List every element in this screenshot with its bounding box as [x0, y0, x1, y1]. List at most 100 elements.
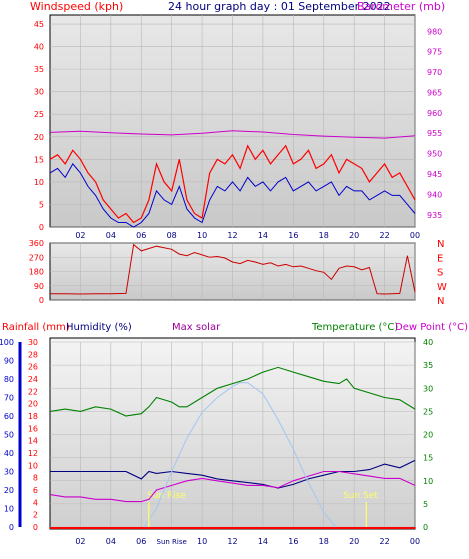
baro-y-tick: 945	[427, 170, 442, 179]
temp-x-tick: 00	[410, 537, 420, 546]
rain-y-tick: 12	[28, 449, 38, 458]
wind-y-tick: 15	[34, 155, 44, 164]
sunrise-label: Sun Rise	[147, 491, 186, 501]
wind-series-line	[49, 144, 416, 224]
baro-y-tick: 980	[427, 27, 442, 36]
dir-y-tick: 0	[39, 296, 44, 305]
temp-y-tick: 40	[423, 338, 433, 347]
legend-rainfall: Rainfall (mm)	[2, 322, 70, 333]
baro-y-tick: 955	[427, 129, 442, 138]
humidity-y-tick: 70	[4, 394, 14, 403]
temp-x-tick: 10	[197, 537, 207, 546]
wind-y-tick: 25	[34, 110, 44, 119]
rain-y-tick: 26	[28, 363, 38, 372]
rain-y-tick: 0	[33, 523, 38, 532]
baro-y-tick: 950	[427, 150, 442, 159]
rain-y-tick: 14	[28, 437, 38, 446]
temp-y-tick: 20	[423, 431, 433, 440]
temp-x-tick: 18	[319, 537, 329, 546]
dir-compass-label: S	[437, 268, 443, 279]
temp-x-tick: 22	[379, 537, 389, 546]
wind-x-tick: 02	[75, 231, 85, 240]
temp-y-tick: 0	[423, 523, 428, 532]
temp-x-tick: 20	[349, 537, 359, 546]
wind-x-tick: 12	[227, 231, 237, 240]
header-left: Windspeed (kph)	[30, 0, 123, 13]
wind-x-tick: 18	[319, 231, 329, 240]
humidity-y-tick: 100	[0, 338, 14, 347]
rain-y-tick: 2	[33, 511, 38, 520]
header-right: Barometer (mb)	[357, 0, 445, 13]
temp-x-tick: 14	[258, 537, 268, 546]
wind-series-line	[49, 163, 416, 228]
humidity-y-tick: 30	[4, 468, 14, 477]
wind-y-tick: 30	[34, 88, 44, 97]
dir-y-tick: 270	[29, 253, 44, 262]
wind-x-tick: 10	[197, 231, 207, 240]
baro-y-tick: 965	[427, 88, 442, 97]
rain-y-tick: 16	[28, 424, 38, 433]
legend-solar: Max solar	[172, 322, 221, 333]
temp-series-line	[143, 382, 337, 528]
humidity-y-tick: 50	[4, 431, 14, 440]
sunset-label: Sun Set	[343, 491, 378, 501]
temp-x-tick: 06	[136, 537, 146, 546]
rain-y-tick: 30	[28, 338, 38, 347]
rain-y-tick: 24	[28, 375, 38, 384]
header-center: 24 hour graph day : 01 September 2022	[168, 0, 391, 13]
baro-y-tick: 975	[427, 48, 442, 57]
wind-y-tick: 20	[34, 133, 44, 142]
dir-compass-label: N	[437, 239, 444, 250]
rain-y-tick: 8	[33, 474, 38, 483]
rain-y-tick: 18	[28, 412, 38, 421]
wind-x-tick: 16	[288, 231, 298, 240]
wind-x-tick: 04	[106, 231, 116, 240]
wind-series-line	[49, 130, 416, 139]
baro-y-tick: 940	[427, 190, 442, 199]
wind-y-tick: 10	[34, 178, 44, 187]
wind-x-tick: 22	[379, 231, 389, 240]
dir-series-line	[50, 243, 416, 295]
temp-series-line	[49, 470, 416, 503]
temp-series-line	[50, 459, 416, 489]
dir-y-tick: 180	[29, 268, 44, 277]
temp-y-tick: 30	[423, 384, 433, 393]
humidity-y-tick: 90	[4, 357, 14, 366]
baro-y-tick: 970	[427, 68, 442, 77]
humidity-y-tick: 80	[4, 375, 14, 384]
legend-dewpoint: Dew Point (°C)	[395, 322, 468, 333]
temp-y-tick: 25	[423, 407, 433, 416]
wind-y-tick: 5	[39, 200, 44, 209]
humidity-y-tick: 20	[4, 486, 14, 495]
dir-compass-label: N	[437, 296, 444, 307]
wind-y-tick: 0	[39, 223, 44, 232]
rain-y-tick: 10	[28, 461, 38, 470]
temp-y-tick: 10	[423, 477, 433, 486]
temp-x-tick: 02	[75, 537, 85, 546]
rain-y-tick: 28	[28, 350, 38, 359]
rain-y-tick: 4	[33, 498, 38, 507]
rain-y-tick: 6	[33, 486, 38, 495]
legend-humidity: Humidity (%)	[66, 322, 132, 333]
temp-series-line	[49, 366, 416, 417]
wind-y-tick: 35	[34, 65, 44, 74]
dir-compass-label: E	[437, 253, 443, 264]
dir-compass-label: W	[437, 282, 447, 293]
temp-x-tick: 16	[288, 537, 298, 546]
baro-y-tick: 960	[427, 109, 442, 118]
humidity-y-tick: 0	[9, 523, 14, 532]
wind-y-tick: 40	[34, 43, 44, 52]
wind-x-tick: 14	[258, 231, 268, 240]
wind-x-tick: 08	[167, 231, 177, 240]
dir-y-tick: 360	[29, 239, 44, 248]
humidity-y-tick: 60	[4, 412, 14, 421]
temp-y-tick: 15	[423, 454, 433, 463]
temp-x-tick: Sun Rise	[157, 538, 187, 546]
wind-y-tick: 45	[34, 20, 44, 29]
wind-x-tick: 20	[349, 231, 359, 240]
temp-x-tick: 04	[106, 537, 116, 546]
rain-y-tick: 20	[28, 400, 38, 409]
rain-y-tick: 22	[28, 387, 38, 396]
